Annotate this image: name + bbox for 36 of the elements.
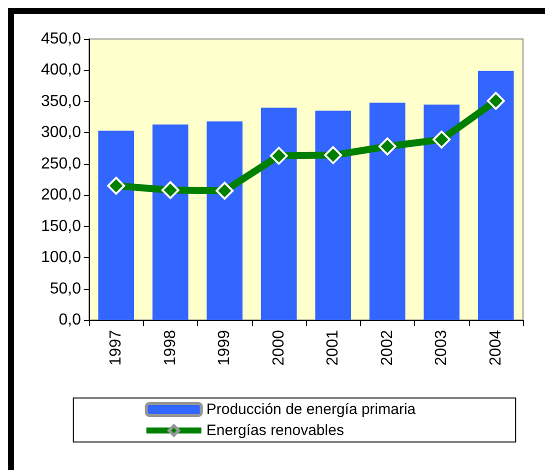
point [486,92,505,110]
x-tick-label: 1997 [108,330,125,366]
legend-label: Energías renovables [206,422,344,439]
x-tick-label: 2003 [433,330,450,366]
y-tick-label: 100,0 [40,249,82,266]
y-tick-label: 200,0 [40,186,82,204]
y-tick-label: 400,0 [40,62,82,79]
x-tick-label: 1999 [216,330,234,366]
bar [98,130,134,320]
y-tick-label: 300,0 [40,124,82,142]
point [432,130,451,149]
x-tick-label: 1998 [162,330,179,366]
y-tick-label: 50,0 [50,280,82,298]
point [161,181,180,200]
point [378,137,396,156]
y-tick-label: 250,0 [40,155,82,172]
point [324,146,342,164]
x-tick-label: 2001 [324,330,342,366]
point [270,146,288,165]
y-tick-label: 350,0 [40,92,82,110]
bar [424,104,460,320]
bar [315,110,352,320]
x-tick-label: 2004 [487,330,504,366]
bar [260,108,297,320]
y-tick-label: 150,0 [40,218,82,235]
legend-label: Producción de energía primaria [206,401,416,418]
bar [152,124,188,320]
bar [478,70,514,320]
x-tick-label: 2000 [270,330,288,366]
point [107,176,126,195]
y-tick-label: 450,0 [40,30,82,48]
y-tick-label: 0,0 [58,312,82,328]
x-tick-label: 2002 [378,330,396,366]
bar [369,102,406,320]
bar [206,121,243,320]
point [216,182,234,200]
